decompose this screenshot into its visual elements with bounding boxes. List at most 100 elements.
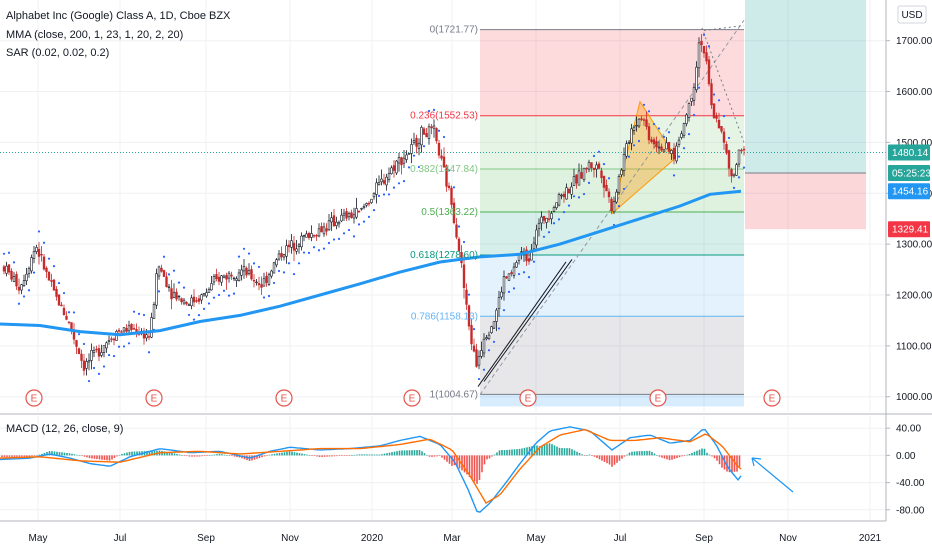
trend-line[interactable] (477, 261, 567, 387)
histogram-bar (168, 452, 171, 456)
candle-body (652, 139, 656, 145)
sar-dot (352, 235, 356, 238)
histogram-bar (81, 455, 83, 456)
macd-axis[interactable]: 40.00 0.00 -40.00 -80.00 (885, 416, 925, 521)
fib-level-label: 0.236(1552.53) (410, 111, 478, 122)
histogram-bar (96, 455, 98, 460)
earnings-marker[interactable]: E (403, 389, 421, 407)
legend[interactable]: Alphabet Inc (Google) Class A, 1D, Cboe … (6, 10, 231, 435)
histogram-bar (673, 455, 676, 459)
earnings-marker[interactable]: E (145, 389, 163, 407)
earnings-marker[interactable]: E (649, 389, 667, 407)
candle-body (255, 281, 258, 284)
fibonacci-retracement[interactable] (480, 29, 744, 407)
histogram-bar (541, 445, 543, 456)
macd-grid (0, 416, 886, 520)
sar-dot (557, 218, 561, 221)
histogram-bar (356, 454, 358, 456)
histogram-bar (623, 455, 626, 457)
histogram-bar (51, 451, 53, 456)
candle-body (85, 361, 88, 369)
candle-body (152, 304, 156, 319)
price-tag: 1480.14 (888, 144, 930, 161)
position-target-zone[interactable] (745, 0, 866, 173)
long-position-tool[interactable] (745, 0, 866, 230)
candle-body (387, 173, 391, 180)
histogram-bar (723, 455, 726, 470)
candle-body (345, 211, 348, 219)
histogram-bar (111, 455, 113, 460)
candle-body (655, 141, 658, 148)
histogram-bar (348, 455, 351, 456)
trend-line[interactable] (483, 259, 573, 382)
earnings-marker[interactable]: E (519, 389, 537, 407)
sar-dot (262, 296, 266, 299)
sar-dot (562, 211, 566, 214)
candle-body (337, 221, 341, 225)
candle-body (425, 133, 428, 138)
sar-dot (507, 290, 511, 293)
candle-body (275, 259, 278, 266)
candle-body (582, 167, 586, 181)
sar-dot (367, 215, 371, 219)
candle-body (192, 296, 196, 303)
mma-legend[interactable]: MMA (close, 200, 1, 23, 1, 20, 2, 20) (6, 29, 183, 41)
symbol-legend[interactable]: Alphabet Inc (Google) Class A, 1D, Cboe … (6, 10, 231, 22)
candle-body (402, 157, 406, 164)
histogram-bar (651, 452, 653, 456)
histogram-bar (3, 455, 6, 457)
sar-dot (522, 271, 526, 274)
candle-body (120, 331, 123, 333)
sar-legend[interactable]: SAR (0.02, 0.02, 0.2) (6, 47, 109, 59)
histogram-bar (411, 450, 413, 456)
histogram-bar (686, 454, 688, 456)
histogram-bar (666, 455, 668, 460)
position-stop-zone[interactable] (745, 172, 866, 230)
candle-body (627, 142, 631, 144)
triangle-pattern[interactable] (611, 100, 677, 216)
histogram-bar (316, 455, 318, 457)
candle-body (707, 59, 711, 85)
earnings-marker[interactable]: E (275, 389, 293, 407)
macd-histogram (1, 443, 741, 484)
histogram-bar (648, 450, 651, 456)
sar-dot (437, 129, 441, 132)
candle-body (122, 327, 126, 332)
currency-label[interactable]: USD (901, 10, 922, 21)
histogram-bar (223, 454, 226, 456)
time-axis[interactable]: May Jul Sep Nov 2020 Mar May Jul Sep Nov 2021 (0, 520, 886, 544)
histogram-bar (261, 455, 263, 458)
candle-body (715, 115, 718, 119)
histogram-bar (118, 454, 121, 456)
fib-zone (480, 316, 744, 395)
candle-body (620, 169, 623, 176)
candle-body (500, 291, 503, 298)
price-axis[interactable]: 1700.001600.001500.001400.001300.001200.… (885, 0, 932, 521)
histogram-bar (451, 455, 453, 466)
candle-body (165, 276, 168, 288)
currency-button[interactable]: USD (897, 5, 927, 24)
sar-dot (172, 269, 176, 272)
candle-body (352, 214, 356, 219)
earnings-marker[interactable]: E (763, 389, 781, 407)
trend-line-dashed[interactable] (479, 20, 745, 395)
histogram-bar (593, 455, 596, 457)
histogram-bar (78, 455, 81, 456)
candle-body (430, 126, 433, 129)
candle-body (395, 160, 398, 174)
earnings-marker[interactable]: E (25, 389, 43, 407)
candle-body (572, 176, 576, 187)
histogram-bar (351, 455, 353, 456)
sar-dot (92, 366, 96, 370)
candle-body (712, 103, 716, 118)
candle-body (112, 338, 116, 341)
candle-body (727, 150, 731, 169)
earnings-marker-label: E (31, 394, 38, 405)
sar-dot (47, 257, 51, 260)
price-tag: 1454.16 (888, 183, 930, 200)
arrow-annotation[interactable] (751, 457, 794, 493)
macd-legend[interactable]: MACD (12, 26, close, 9) (6, 423, 123, 435)
candle-body (585, 167, 588, 170)
